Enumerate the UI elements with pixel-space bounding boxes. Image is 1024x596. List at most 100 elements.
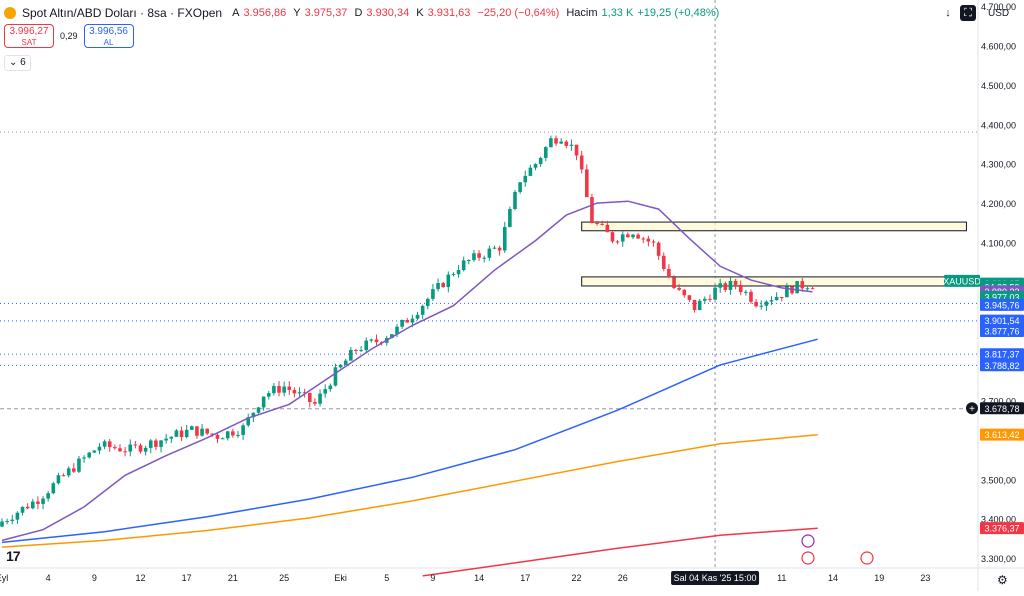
- candle-body: [210, 433, 215, 435]
- candle-body: [374, 339, 379, 343]
- candle-body: [282, 386, 286, 393]
- candle-body: [410, 318, 415, 323]
- candle-body: [482, 257, 487, 259]
- volume-value: 1,33 K: [601, 7, 634, 19]
- y-tick-label-10: 3.300,00: [981, 554, 1016, 564]
- crosshair-plus-glyph: +: [969, 404, 975, 415]
- spread-value: 0,29: [60, 31, 78, 41]
- candle-body: [10, 519, 15, 522]
- candle-body: [143, 447, 148, 452]
- candle-body: [733, 280, 738, 285]
- candle-body: [667, 268, 671, 278]
- candles: [0, 135, 815, 528]
- candle-body: [215, 434, 220, 439]
- candle-body: [41, 498, 45, 504]
- price-badge-bg-12: [980, 522, 1024, 535]
- candle-body: [0, 521, 4, 527]
- candle-body: [436, 283, 440, 290]
- us-flag-event-icon: [801, 551, 815, 565]
- candle-body: [390, 334, 394, 339]
- moving-average-line-1: [1, 338, 818, 544]
- x-tick-label-6: 25: [279, 573, 289, 583]
- candle-body: [343, 360, 348, 365]
- candle-body: [184, 429, 189, 438]
- candle-body: [51, 483, 56, 494]
- x-tick-label-13: 26: [618, 573, 628, 583]
- candle-body: [513, 191, 517, 209]
- tradingview-logo[interactable]: 17: [6, 548, 21, 564]
- candle-body: [225, 431, 230, 439]
- x-tick-label-2: 9: [92, 573, 97, 583]
- candle-body: [200, 428, 204, 436]
- quote-row: 3.996,27 SAT 0,29 3.996,56 AL: [4, 24, 134, 48]
- candle-body: [261, 396, 266, 408]
- candle-body: [82, 457, 86, 459]
- price-badge-bg-9: [980, 359, 1024, 372]
- candle-body: [425, 298, 430, 306]
- symbol-legend: Spot Altın/ABD Doları · 8sa · FXOpen A 3.…: [4, 6, 719, 20]
- fullscreen-icon[interactable]: ⛶: [960, 5, 976, 21]
- buy-button[interactable]: 3.996,56 AL: [83, 24, 134, 48]
- candle-body: [123, 451, 127, 453]
- y-tick-label-2: 4.500,00: [981, 81, 1016, 91]
- candle-body: [369, 339, 374, 341]
- buy-price: 3.996,56: [89, 26, 128, 37]
- price-badge-11: 3.613,42: [984, 430, 1019, 440]
- candle-body: [333, 367, 338, 386]
- candle-body: [220, 438, 225, 440]
- candle-body: [297, 392, 302, 394]
- candle-body: [256, 407, 261, 413]
- price-badge-bg-11: [980, 428, 1024, 441]
- candle-body: [148, 440, 153, 448]
- price-badge-12: 3.376,37: [984, 524, 1019, 534]
- candle-body: [405, 320, 410, 323]
- x-tick-label-5: 21: [228, 573, 238, 583]
- candle-body: [636, 234, 640, 239]
- zone-box-1: [581, 276, 967, 287]
- gear-icon[interactable]: ⚙: [997, 573, 1008, 587]
- candle-body: [713, 287, 717, 300]
- candle-body: [308, 392, 312, 403]
- symbol-title[interactable]: Spot Altın/ABD Doları · 8sa · FXOpen: [22, 6, 223, 20]
- moving-average-line-3: [422, 527, 818, 577]
- candle-body: [302, 392, 307, 394]
- chevron-down-icon: ⌄: [9, 57, 18, 68]
- candle-body: [400, 320, 404, 327]
- crosshair-time-badge-bg: [671, 571, 760, 585]
- y-tick-label-4: 4.300,00: [981, 160, 1016, 170]
- candle-body: [77, 458, 81, 472]
- top-right-toolbar: ↓ ⛶ USD: [940, 5, 1009, 21]
- y-tick-label-5: 4.200,00: [981, 199, 1016, 209]
- candle-body: [25, 506, 30, 509]
- candle-body: [554, 138, 558, 144]
- candle-body: [805, 288, 810, 290]
- candle-body: [92, 450, 97, 453]
- candle-body: [697, 300, 702, 311]
- candle-body: [467, 260, 471, 262]
- arrow-down-icon[interactable]: ↓: [945, 7, 951, 19]
- candle-body: [497, 247, 502, 251]
- candle-body: [420, 305, 425, 315]
- indicators-toggle[interactable]: ⌄ 6: [4, 55, 31, 71]
- candle-body: [292, 389, 297, 394]
- candle-body: [600, 223, 605, 225]
- x-tick-label-10: 14: [474, 573, 484, 583]
- x-tick-label-9: 9: [430, 573, 435, 583]
- sell-button[interactable]: 3.996,27 SAT: [4, 24, 54, 48]
- candle-body: [508, 208, 512, 227]
- currency-selector[interactable]: USD: [988, 7, 1010, 19]
- candle-body: [728, 280, 733, 290]
- candle-body: [461, 260, 466, 271]
- high-key: Y: [293, 7, 301, 19]
- candle-body: [569, 144, 574, 146]
- candle-body: [549, 138, 553, 148]
- candle-body: [487, 248, 492, 258]
- price-badge-bg-8: [980, 348, 1024, 361]
- x-tick-label-15: 14: [828, 573, 838, 583]
- y-tick-label-6: 4.100,00: [981, 239, 1016, 249]
- candle-body: [754, 301, 758, 307]
- price-change: −25,20 (−0,64%): [477, 7, 560, 19]
- candle-body: [30, 501, 35, 509]
